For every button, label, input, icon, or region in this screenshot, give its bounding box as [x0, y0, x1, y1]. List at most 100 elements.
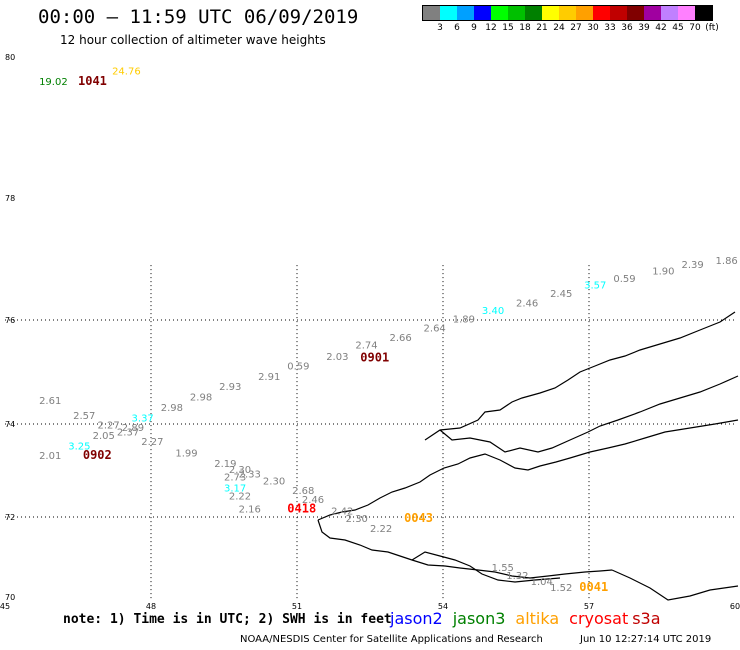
legend-item-jason2: jason2	[390, 609, 443, 628]
wave-height-label: 2.19	[214, 459, 236, 470]
lon-label: 48	[146, 602, 156, 611]
page-title: 00:00 – 11:59 UTC 06/09/2019	[38, 6, 359, 28]
credit-text: NOAA/NESDIS Center for Satellite Applica…	[240, 634, 543, 645]
scale-label: 39	[638, 23, 650, 33]
wave-height-label: 3.25	[68, 442, 90, 453]
coastline-island-detail	[439, 375, 739, 453]
scale-label: 12	[485, 23, 497, 33]
scale-label: 9	[471, 23, 477, 33]
lon-label: 57	[584, 602, 594, 611]
scale-label: 45	[672, 23, 684, 33]
wave-height-label: 2.46	[302, 495, 324, 506]
generated-date: Jun 10 12:27:14 UTC 2019	[580, 634, 712, 645]
lon-label: 60	[730, 602, 740, 611]
time-label: 0901	[360, 351, 389, 365]
wave-height-label: 2.91	[258, 372, 280, 383]
wave-height-label: 2.46	[516, 299, 538, 310]
wave-height-label: 1.86	[716, 256, 738, 267]
lat-label: 80	[5, 53, 15, 62]
scale-swatch	[576, 6, 593, 20]
footer-note: note: 1) Time is in UTC; 2) SWH is in fe…	[63, 612, 392, 627]
coastline-mainland-east	[611, 569, 739, 601]
wave-height-labels: 24.7619.0210411.771.862.391.900.593.572.…	[39, 67, 738, 594]
wave-height-label: 2.16	[239, 504, 261, 515]
coastline-southern-strait	[411, 551, 561, 583]
coastline-northern-island	[424, 311, 736, 441]
wave-height-label: 1.89	[453, 315, 475, 326]
lat-label: 70	[5, 593, 15, 602]
legend-item-s3a: s3a	[632, 609, 661, 628]
wave-height-label: 2.01	[39, 451, 61, 462]
scale-label: 21	[536, 23, 548, 33]
wave-height-color-scale: 3 6 9 12 15 18 21 24 27 30 33 36 39 42 45 70 (ft)	[422, 5, 719, 33]
scale-swatches	[422, 5, 713, 21]
wave-height-label: 2.61	[39, 396, 61, 407]
scale-labels: 3 6 9 12 15 18 21 24 27 30 33 36 39 42 45 70 (ft)	[422, 21, 719, 33]
scale-label: 15	[502, 23, 514, 33]
wave-height-label: 2.30	[346, 514, 368, 525]
wave-height-label: 2.27	[141, 437, 163, 448]
scale-swatch	[678, 6, 695, 20]
scale-swatch	[661, 6, 678, 20]
wave-height-label: 0.59	[613, 274, 635, 285]
wave-height-label: 1.32	[506, 571, 528, 582]
scale-label: 70	[689, 23, 701, 33]
satellite-legend: jason2 jason3 altika cryosat s3a	[390, 609, 671, 628]
scale-swatch	[542, 6, 559, 20]
scale-label: 33	[604, 23, 616, 33]
legend-item-cryosat: cryosat	[569, 609, 629, 628]
wave-height-label: 2.74	[355, 341, 377, 352]
scale-label: 42	[655, 23, 667, 33]
wave-height-label: 2.66	[389, 333, 411, 344]
lat-label: 74	[5, 420, 15, 429]
scale-swatch	[593, 6, 610, 20]
page-subtitle: 12 hour collection of altimeter wave hei…	[60, 33, 326, 47]
wave-height-label: 3.57	[584, 280, 606, 291]
wave-height-label: 2.98	[161, 403, 183, 414]
wave-height-label: 3.37	[132, 413, 154, 424]
wave-height-label: 2.73	[224, 473, 246, 484]
wave-height-label: 1.04	[531, 577, 553, 588]
wave-height-label: 2.27	[97, 421, 119, 432]
scale-label: 36	[621, 23, 633, 33]
scale-swatch	[610, 6, 627, 20]
scale-swatch	[695, 6, 712, 20]
lon-label: 51	[292, 602, 302, 611]
wave-height-label: 24.76	[112, 67, 141, 78]
wave-height-label: 1.52	[550, 583, 572, 594]
scale-swatch	[423, 6, 440, 20]
scale-label: 3	[437, 23, 443, 33]
wave-height-label: 2.33	[239, 469, 261, 480]
wave-height-label: 2.37	[117, 428, 139, 439]
scale-swatch	[457, 6, 474, 20]
wave-height-label: 2.30	[263, 476, 285, 487]
coastline-mainland	[317, 419, 739, 521]
wave-height-label: 1.99	[175, 449, 197, 460]
scale-label: 30	[587, 23, 599, 33]
scale-swatch	[491, 6, 508, 20]
lon-label: 45	[0, 602, 10, 611]
lat-label: 78	[5, 194, 15, 203]
scale-swatch	[559, 6, 576, 20]
scale-label: 6	[454, 23, 460, 33]
wave-height-label: 3.17	[224, 483, 246, 494]
lat-label: 76	[5, 316, 15, 325]
wave-height-label: 2.68	[292, 486, 314, 497]
wave-height-label: 2.30	[229, 465, 251, 476]
wave-height-label: 2.39	[681, 260, 703, 271]
wave-height-label: 2.45	[550, 289, 572, 300]
time-label: 0418	[287, 501, 316, 515]
time-label: 1041	[78, 74, 107, 88]
wave-height-label: 2.64	[424, 323, 446, 334]
scale-swatch	[474, 6, 491, 20]
scale-swatch	[508, 6, 525, 20]
scale-swatch	[440, 6, 457, 20]
coastline	[317, 311, 739, 601]
wave-height-label: 19.02	[39, 77, 68, 88]
wave-height-label: 2.42	[331, 507, 353, 518]
wave-height-label: 2.93	[219, 382, 241, 393]
wave-height-label: 2.05	[93, 431, 115, 442]
scale-label: 24	[553, 23, 565, 33]
scale-swatch	[644, 6, 661, 20]
